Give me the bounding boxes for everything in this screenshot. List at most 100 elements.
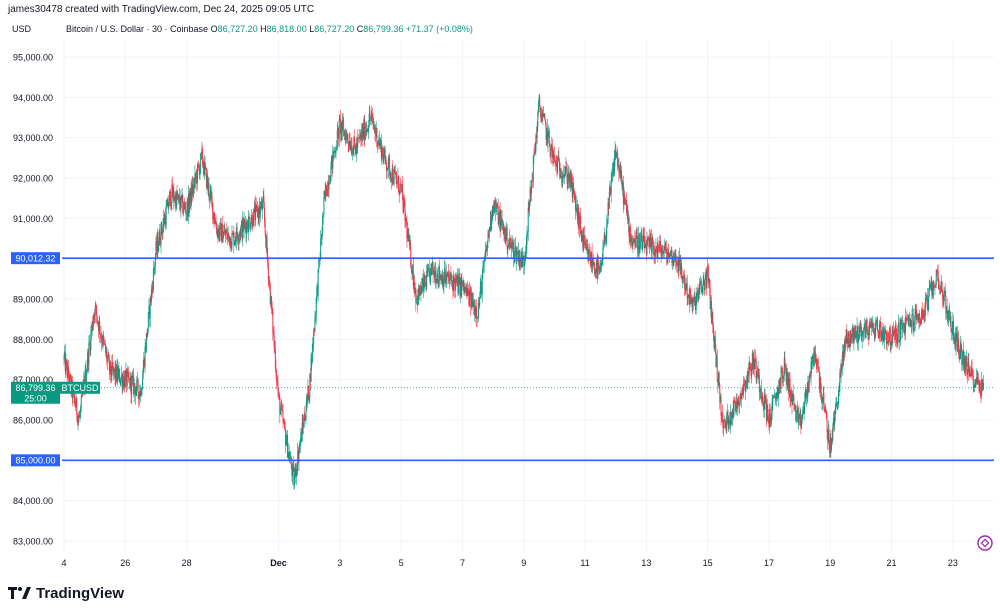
candle-body bbox=[115, 365, 117, 382]
candle-body bbox=[512, 242, 514, 244]
candle-body bbox=[410, 265, 412, 272]
candle-body bbox=[836, 403, 838, 405]
candle-body bbox=[881, 331, 883, 340]
candle-body bbox=[536, 135, 538, 139]
candle-body bbox=[213, 212, 215, 221]
candle-body bbox=[536, 126, 538, 139]
price-axis[interactable]: 83,000.00 84,000.00 85,000.00 86,000.00 87,0… bbox=[13, 53, 53, 547]
candle-body bbox=[381, 147, 383, 160]
candle-body bbox=[166, 205, 168, 207]
candle-body bbox=[809, 373, 811, 377]
candle-body bbox=[236, 227, 238, 236]
candle-body bbox=[506, 227, 508, 241]
x-tick-label: 21 bbox=[887, 558, 897, 568]
candle-body bbox=[64, 351, 66, 372]
candle-body bbox=[487, 232, 489, 242]
candle-body bbox=[443, 281, 445, 287]
candle-body bbox=[69, 374, 71, 379]
candle-body bbox=[350, 149, 352, 150]
candle-body bbox=[135, 390, 137, 396]
candle-body bbox=[938, 288, 940, 290]
candle-body bbox=[804, 390, 806, 402]
candle-body bbox=[362, 126, 364, 139]
candle-body bbox=[452, 281, 454, 292]
candle-body bbox=[422, 277, 424, 286]
candle-body bbox=[171, 184, 173, 204]
candle-body bbox=[139, 392, 141, 397]
candle-body bbox=[928, 296, 930, 311]
candle-body bbox=[398, 176, 400, 193]
candle-body bbox=[269, 280, 271, 285]
candle-body bbox=[832, 426, 834, 440]
candle-body bbox=[306, 396, 308, 411]
horizontal-lines[interactable] bbox=[62, 257, 994, 462]
refresh-button[interactable] bbox=[976, 534, 994, 552]
candle-body bbox=[242, 218, 244, 239]
candle-body bbox=[504, 228, 506, 240]
candle-body bbox=[230, 246, 232, 248]
price-chart[interactable]: 83,000.00 84,000.00 85,000.00 86,000.00 87,0… bbox=[0, 0, 1000, 580]
candle-body bbox=[441, 275, 443, 286]
candle-body bbox=[578, 207, 580, 230]
time-axis[interactable]: 4 26 28 Dec 3 5 7 9 11 13 15 17 19 21 23 bbox=[61, 558, 957, 568]
candle-body bbox=[771, 414, 773, 423]
candle-body bbox=[671, 251, 673, 264]
candle-body bbox=[737, 399, 739, 401]
candle-body bbox=[96, 315, 98, 322]
candle-body bbox=[356, 142, 358, 148]
candle-body bbox=[195, 173, 197, 180]
candle-body bbox=[968, 368, 970, 376]
candle-body bbox=[253, 207, 255, 209]
candle-body bbox=[465, 286, 467, 292]
candle-body bbox=[785, 365, 787, 383]
candle-body bbox=[295, 466, 297, 477]
candle-body bbox=[554, 157, 556, 163]
candle-body bbox=[557, 159, 559, 174]
candle-body bbox=[815, 362, 817, 365]
candle-body bbox=[273, 331, 275, 346]
candle-body bbox=[341, 119, 343, 132]
candle-body bbox=[926, 294, 928, 305]
candle-body bbox=[311, 344, 313, 362]
candle-body bbox=[599, 269, 601, 273]
candle-body bbox=[304, 419, 306, 421]
candle-body bbox=[724, 419, 726, 428]
candle-body bbox=[232, 232, 234, 235]
candle-body bbox=[426, 270, 428, 275]
candle-body bbox=[829, 445, 831, 454]
candle-body bbox=[142, 368, 144, 379]
candle-body bbox=[238, 236, 240, 242]
candle-body bbox=[159, 243, 161, 245]
candle-body bbox=[388, 157, 390, 160]
candle-body bbox=[827, 429, 829, 442]
brand-logo[interactable]: TradingView bbox=[8, 584, 124, 602]
candle-body bbox=[586, 246, 588, 251]
candle-body bbox=[352, 149, 354, 154]
candle-body bbox=[108, 358, 110, 371]
candle-body bbox=[499, 211, 501, 231]
candle-body bbox=[347, 139, 349, 144]
candle-body bbox=[921, 309, 923, 324]
candle-body bbox=[369, 113, 371, 119]
symbol-legend[interactable]: Bitcoin / U.S. Dollar · 30 · Coinbase O8… bbox=[66, 24, 473, 34]
candle-body bbox=[867, 333, 869, 334]
candle-body bbox=[626, 212, 628, 214]
candle-body bbox=[215, 220, 217, 227]
candle-body bbox=[218, 229, 220, 237]
candle-body bbox=[969, 368, 971, 376]
candle-body bbox=[595, 269, 597, 273]
candle-body bbox=[868, 333, 870, 339]
candle-body bbox=[756, 373, 758, 379]
candle-body bbox=[281, 409, 283, 412]
candle-body bbox=[331, 155, 333, 165]
candle-body bbox=[716, 356, 718, 368]
candle-body bbox=[766, 404, 768, 421]
candle-body bbox=[143, 358, 145, 367]
candle-body bbox=[612, 171, 614, 174]
candle-body bbox=[392, 168, 394, 183]
candle-body bbox=[300, 431, 302, 443]
candle-body bbox=[945, 295, 947, 314]
candle-body bbox=[479, 297, 481, 306]
candle-body bbox=[702, 286, 704, 294]
candle-body bbox=[477, 302, 479, 319]
